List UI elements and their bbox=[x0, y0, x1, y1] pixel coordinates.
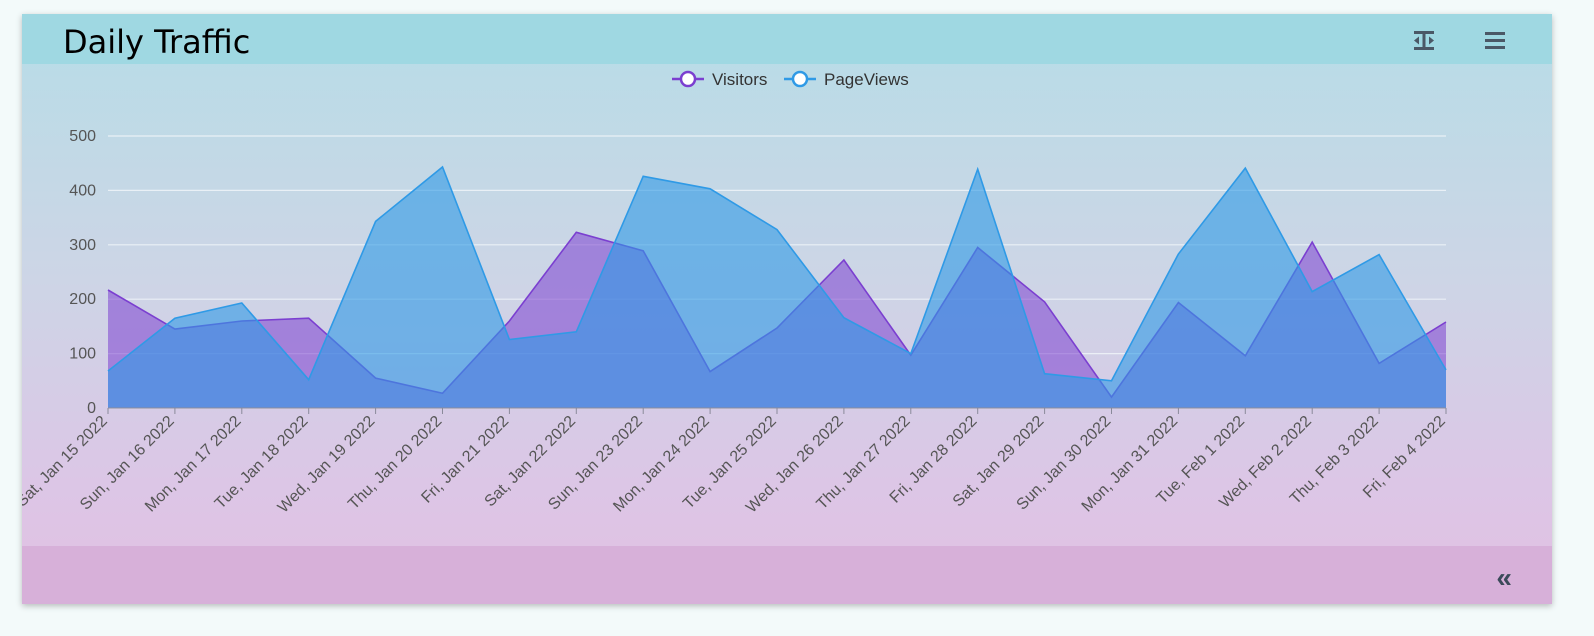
legend-item-pageviews[interactable]: PageViews bbox=[784, 70, 909, 89]
text-height-icon[interactable] bbox=[1408, 24, 1440, 56]
chart-title: Daily Traffic bbox=[63, 23, 251, 61]
y-tick-label: 100 bbox=[69, 346, 96, 363]
legend-marker bbox=[679, 70, 697, 88]
hamburger-menu-icon[interactable] bbox=[1479, 24, 1511, 56]
legend-marker bbox=[791, 70, 809, 88]
legend-item-visitors[interactable]: Visitors bbox=[672, 70, 767, 89]
double-chevron-left-icon[interactable]: « bbox=[1496, 562, 1512, 593]
series-line-pageviews bbox=[107, 165, 1447, 382]
y-tick-label: 300 bbox=[69, 237, 96, 254]
y-tick-label: 500 bbox=[69, 128, 96, 145]
series-area-pageviews bbox=[108, 167, 1446, 408]
legend-label: Visitors bbox=[712, 70, 767, 89]
y-tick-label: 400 bbox=[69, 182, 96, 199]
legend-label: PageViews bbox=[824, 70, 909, 89]
chart-card: Daily Traffic 0 100 200 300 400 500 Sat, Jan 1… bbox=[22, 14, 1552, 604]
y-tick-label: 0 bbox=[87, 400, 96, 417]
card-footer: « bbox=[22, 546, 1552, 604]
y-tick-label: 200 bbox=[69, 291, 96, 308]
card-header: Daily Traffic bbox=[22, 14, 1552, 64]
